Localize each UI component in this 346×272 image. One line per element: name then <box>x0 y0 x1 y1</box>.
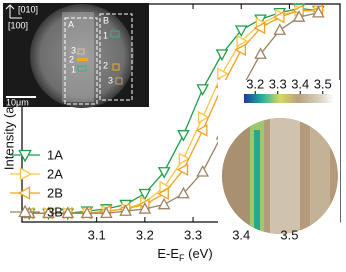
colorbar-tick-label: 3.2 <box>246 76 264 91</box>
marker <box>196 84 209 96</box>
marker <box>138 202 152 214</box>
x-tick-label: 3.5 <box>280 227 298 242</box>
marker <box>236 34 249 48</box>
series-line <box>29 12 319 214</box>
direction-label: [100] <box>8 20 28 30</box>
marker <box>215 49 229 62</box>
marker <box>80 206 94 219</box>
point-label: 3 <box>71 45 76 55</box>
marker <box>292 10 306 22</box>
marker <box>272 10 285 24</box>
colorbar-tick-label: 3.3 <box>269 76 287 91</box>
point-label: 2 <box>103 60 108 70</box>
marker <box>234 43 247 57</box>
marker <box>100 206 113 219</box>
legend-marker <box>19 167 33 181</box>
plot-area <box>22 3 326 222</box>
legend-label: 2B <box>47 185 63 200</box>
marker <box>195 124 208 137</box>
marker <box>42 206 55 219</box>
marker <box>119 204 132 216</box>
marker <box>138 188 152 201</box>
x-tick-label: 3.1 <box>88 227 106 242</box>
marker <box>253 21 266 35</box>
region-a-box <box>64 17 98 105</box>
marker <box>234 25 248 38</box>
bright-stripe <box>62 12 94 102</box>
point-b3 <box>115 77 123 85</box>
x-label-unit: (eV) <box>185 246 213 261</box>
legend-marker <box>18 149 32 163</box>
micrograph-inset: [010] [100] A B 1 2 3 1 2 3 10μm <box>3 3 149 108</box>
point-label: 2 <box>69 54 74 64</box>
legend-label: 1A <box>47 147 63 162</box>
x-tick-label: 3.2 <box>136 227 154 242</box>
point-a2 <box>77 58 88 61</box>
marker <box>177 130 190 142</box>
marker <box>176 163 189 176</box>
marker <box>196 164 209 177</box>
point-label: 1 <box>71 64 76 74</box>
map-region <box>270 118 300 234</box>
region-b-box <box>99 13 133 101</box>
colorbar-tick-label: 3.4 <box>291 76 309 91</box>
marker <box>61 206 75 219</box>
micrograph-disk <box>30 4 134 108</box>
marker <box>273 23 287 35</box>
x-label-main: E-E <box>157 246 179 261</box>
legend-marker <box>18 204 32 218</box>
marker <box>157 187 169 200</box>
direction-arrows <box>5 4 22 19</box>
marker <box>177 186 190 199</box>
legend-label: 3B <box>47 204 63 219</box>
scale-label: 10μm <box>6 97 29 107</box>
point-label: 1 <box>103 30 108 40</box>
map-region <box>310 118 330 234</box>
marker <box>217 67 229 81</box>
x-axis-label: E-EF (eV) <box>157 246 212 263</box>
x-tick-label: 3.4 <box>232 227 250 242</box>
point-b2 <box>112 63 120 71</box>
series-line <box>29 7 319 214</box>
marker <box>312 5 325 18</box>
marker <box>254 47 267 59</box>
legend-label: 2A <box>47 166 63 181</box>
region-label: A <box>68 19 74 29</box>
region-label: B <box>103 15 109 25</box>
colorbar-tick-label: 3.5 <box>314 76 332 91</box>
marker <box>178 152 191 166</box>
point-a1 <box>77 65 87 72</box>
marker <box>157 167 171 179</box>
x-tick-label: 3.3 <box>184 227 202 242</box>
marker <box>157 197 171 210</box>
direction-label: [010] <box>18 4 38 14</box>
x-label-sub: F <box>179 253 185 263</box>
point-label: 3 <box>108 75 113 85</box>
point-b1 <box>110 30 120 38</box>
marker <box>197 111 210 124</box>
colorbar <box>244 94 334 103</box>
point-a3 <box>77 48 85 55</box>
legend-marker <box>17 186 31 200</box>
map-region <box>254 130 260 230</box>
map-inset <box>218 80 340 240</box>
